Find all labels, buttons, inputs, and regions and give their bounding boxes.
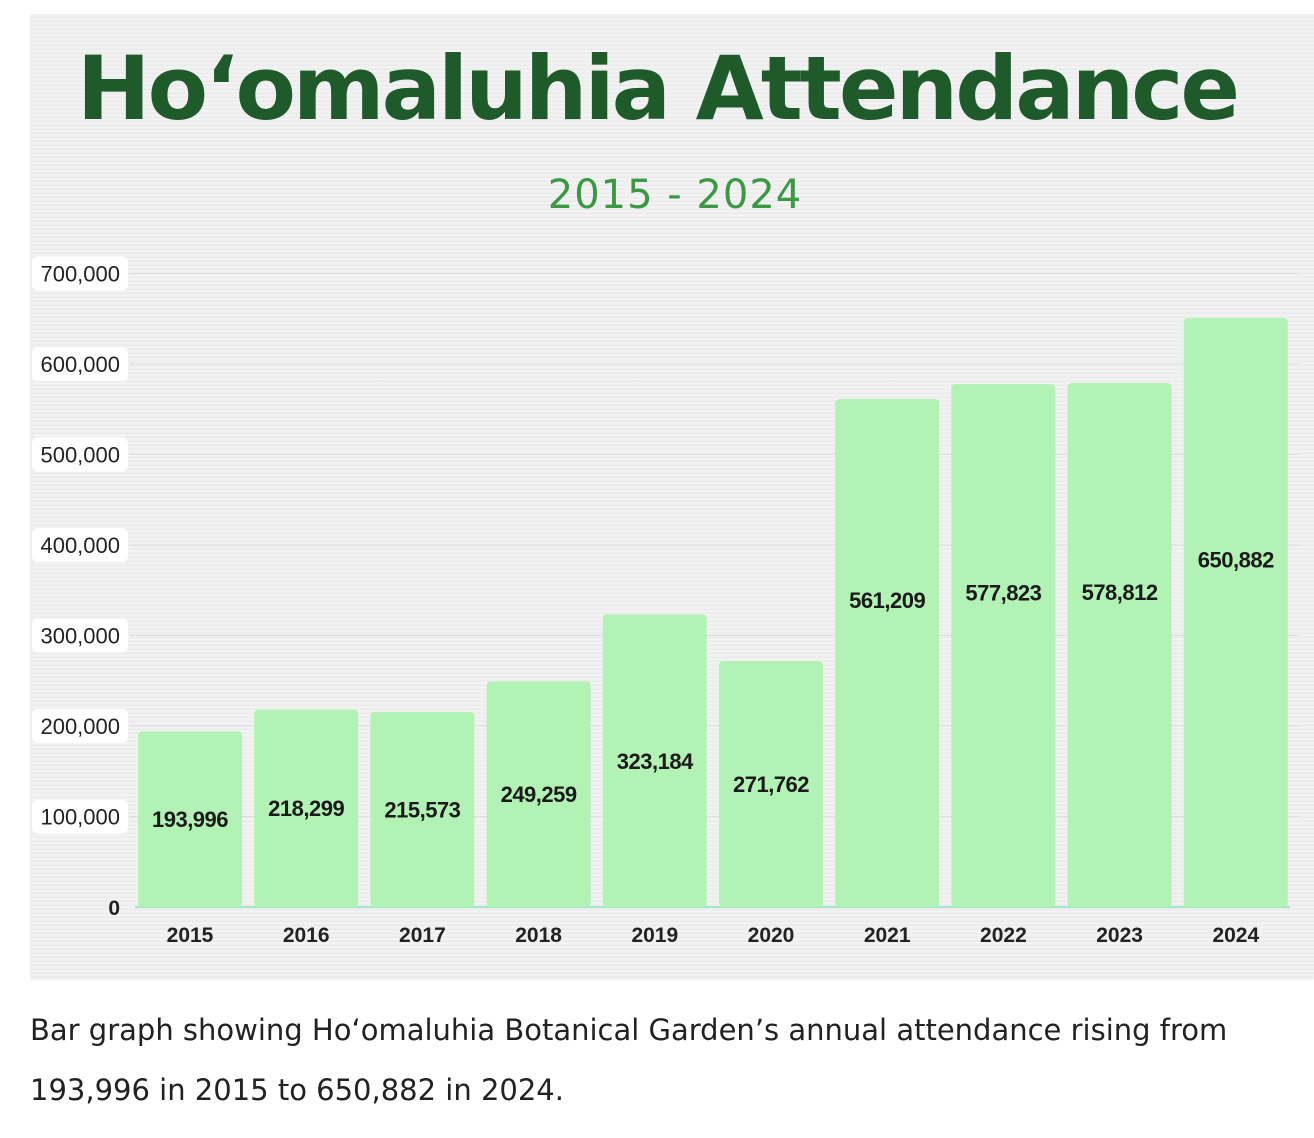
bar-2019 [602,614,707,907]
bar-2024 [1183,317,1288,907]
y-tick-label: 600,000 [40,352,120,377]
x-tick-label: 2023 [1096,924,1143,947]
data-label: 323,184 [617,749,694,774]
bar-chart: 0 100,000 200,000 300,000 400,000 500,000 600,… [32,256,1300,947]
bar-2020 [719,661,823,907]
bar-2023 [1067,383,1172,907]
x-tick-label: 2017 [399,924,446,947]
chart-title: Hoʻomaluhia Attendance [76,37,1240,140]
bar-2016 [254,709,359,907]
x-tick-label: 2021 [864,924,911,947]
x-tick-label: 2016 [283,924,330,947]
y-tick-label: 0 [108,897,120,920]
y-tick-label: 300,000 [40,624,120,649]
y-tick-label: 400,000 [40,533,120,558]
bar-2015 [138,731,242,907]
chart-caption: Bar graph showing Hoʻomaluhia Botanical … [30,1013,1228,1107]
data-label: 578,812 [1082,580,1158,605]
data-label: 249,259 [501,782,577,807]
y-tick-label: 200,000 [40,714,120,739]
x-tick-label: 2015 [167,924,214,947]
data-label: 650,882 [1198,547,1274,572]
x-tick-label: 2018 [515,924,562,947]
y-tick-label-bg [32,437,128,472]
y-tick-label: 700,000 [40,262,120,287]
y-tick-label-bg [32,799,128,834]
y-tick-label-bg [32,709,128,743]
x-tick-label: 2022 [980,924,1027,947]
y-tick-label: 100,000 [40,805,120,830]
x-tick-label: 2019 [631,924,678,947]
y-tick-label-bg [32,618,128,653]
y-tick-label-bg [32,347,128,381]
data-label: 561,209 [849,588,925,613]
chart-subtitle: 2015 - 2024 [547,172,803,218]
x-tick-label: 2020 [748,924,795,947]
bar-2018 [486,681,591,907]
bar-2022 [951,384,1056,907]
data-label: 218,299 [268,796,344,821]
y-tick-label: 500,000 [40,443,120,468]
y-tick-label-bg [32,528,128,562]
data-label: 215,573 [384,797,460,822]
x-tick-label: 2024 [1212,924,1259,947]
data-label: 577,823 [965,581,1041,606]
data-label: 271,762 [733,772,809,797]
bar-2021 [835,399,940,907]
bar-2017 [370,711,475,907]
data-label: 193,996 [152,807,228,832]
y-tick-label-bg [32,256,128,291]
